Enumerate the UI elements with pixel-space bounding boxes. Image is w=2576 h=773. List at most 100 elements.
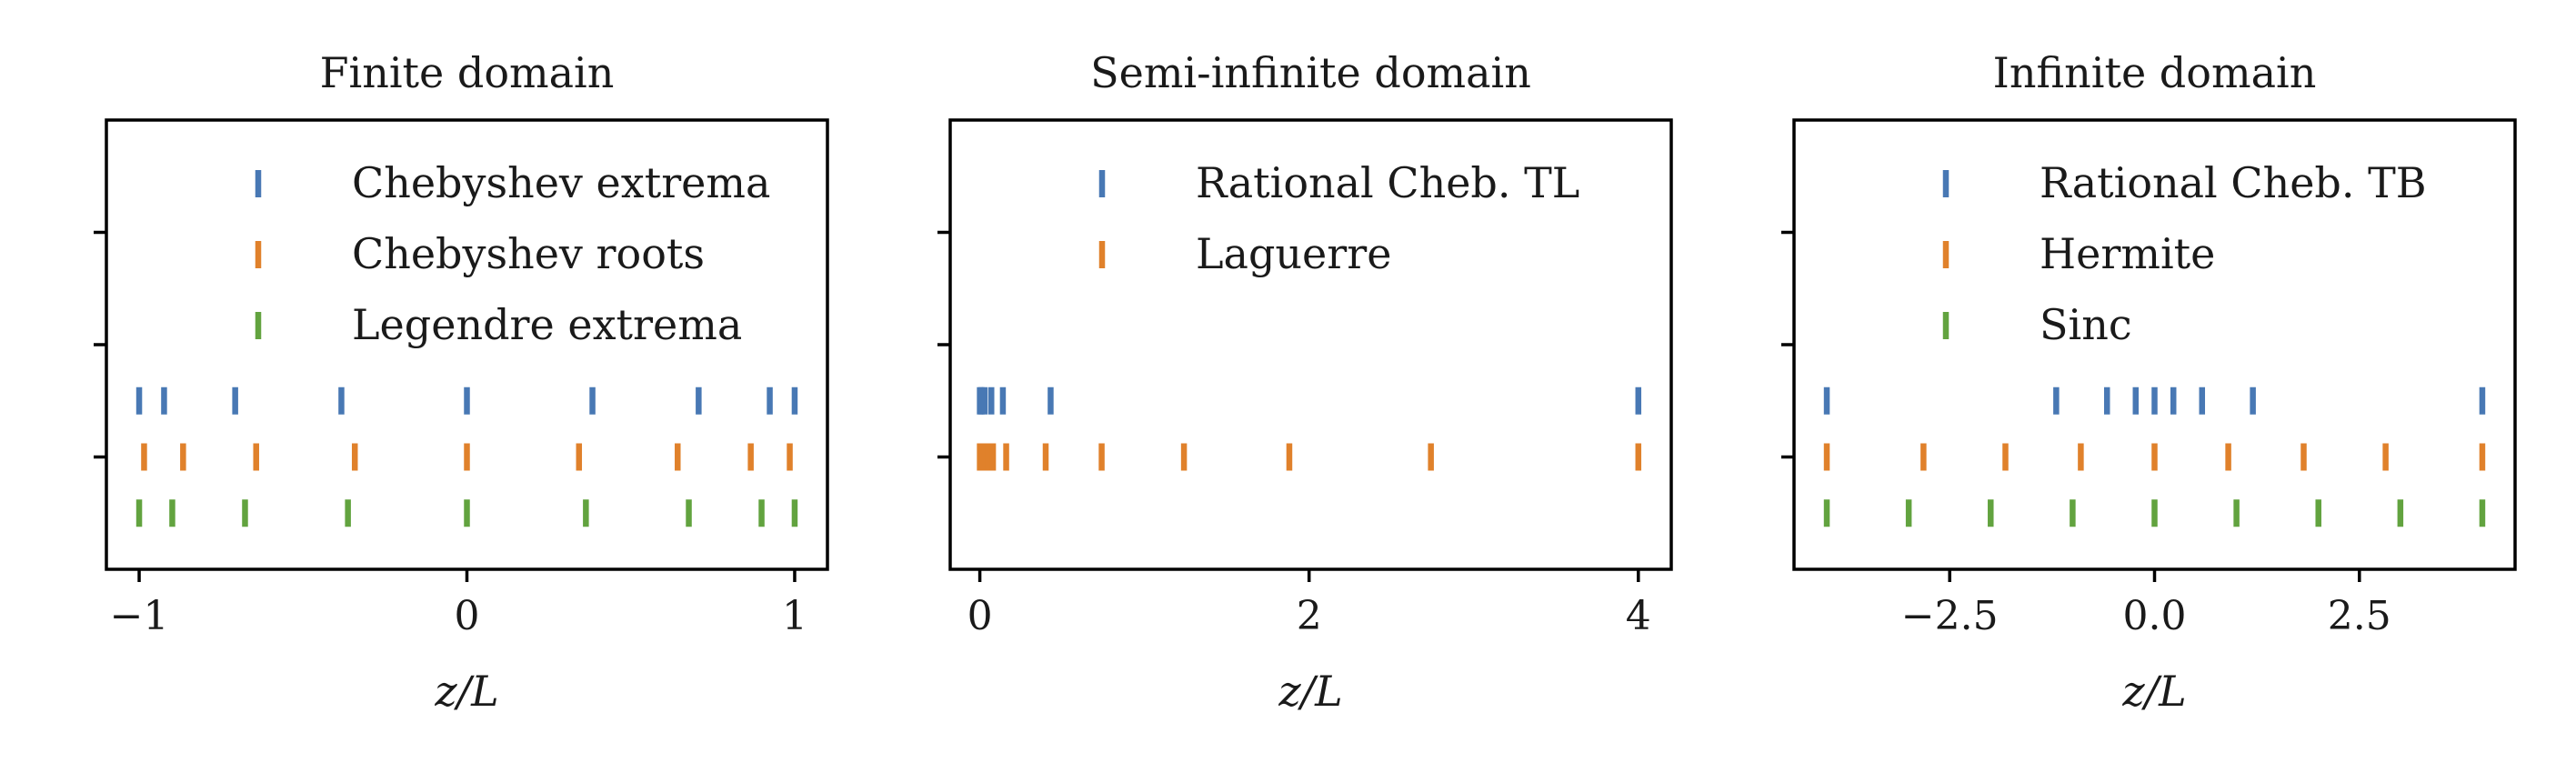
chart-panel-2: Semi-infinite domain 0 2 4 z/L Rational Cheb.…: [937, 48, 1673, 716]
data-mark-orange: [747, 443, 754, 471]
data-mark-orange: [1180, 443, 1188, 471]
data-mark-green: [791, 499, 798, 527]
data-mark-green: [2315, 499, 2321, 527]
data-mark-green: [464, 499, 470, 527]
data-mark-orange: [2479, 443, 2486, 471]
x-tick-label: 0.0: [2123, 593, 2187, 639]
data-mark-orange: [1428, 443, 1434, 471]
x-tick-label: 0: [967, 593, 993, 639]
data-mark-blue: [2151, 386, 2158, 415]
data-mark-orange: [675, 443, 681, 471]
data-mark-blue: [338, 386, 345, 415]
data-mark-green: [583, 499, 589, 527]
data-mark-green: [1988, 499, 1994, 527]
data-mark-blue: [589, 386, 596, 415]
x-tick-label: 4: [1626, 593, 1651, 639]
data-mark-green: [2070, 499, 2076, 527]
chart-panel-3: Infinite domain −2.5 0.0 2.5 z/L Rational Che…: [1781, 48, 2517, 716]
x-axis-label: z/L: [1278, 667, 1342, 716]
data-mark-blue: [791, 386, 798, 415]
data-mark-blue: [1823, 386, 1830, 415]
data-mark-orange: [1823, 443, 1830, 471]
panel-title: Finite domain: [320, 48, 615, 97]
data-mark-blue: [981, 386, 988, 415]
legend-marker-orange: [255, 241, 262, 268]
data-mark-green: [758, 499, 765, 527]
data-mark-blue: [2053, 386, 2060, 415]
data-mark-orange: [2225, 443, 2231, 471]
data-mark-green: [345, 499, 351, 527]
data-mark-orange: [2002, 443, 2009, 471]
data-mark-blue: [999, 386, 1007, 415]
data-mark-blue: [2479, 386, 2486, 415]
legend-label: Rational Cheb. TL: [1196, 158, 1579, 207]
data-mark-orange: [985, 443, 991, 471]
legend-marker-blue: [1942, 170, 1950, 197]
legend-marker-orange: [1942, 241, 1950, 268]
panel-title: Semi-infinite domain: [1090, 48, 1531, 97]
data-mark-blue: [1047, 386, 1054, 415]
data-mark-green: [135, 499, 143, 527]
data-mark-green: [242, 499, 248, 527]
x-tick-label: 2: [1297, 593, 1322, 639]
data-mark-blue: [696, 386, 702, 415]
legend-label: Sinc: [2040, 300, 2132, 349]
data-mark-orange: [1286, 443, 1293, 471]
data-mark-orange: [1042, 443, 1049, 471]
data-mark-orange: [2078, 443, 2084, 471]
data-mark-green: [1905, 499, 1912, 527]
x-axis-label: z/L: [434, 667, 498, 716]
data-mark-blue: [978, 386, 985, 415]
data-mark-blue: [232, 386, 238, 415]
data-mark-orange: [787, 443, 793, 471]
x-tick-label: 1: [782, 593, 807, 639]
data-mark-blue: [2170, 386, 2177, 415]
data-mark-orange: [2151, 443, 2158, 471]
data-mark-blue: [2132, 386, 2140, 415]
data-mark-blue: [161, 386, 167, 415]
data-mark-blue: [2103, 386, 2110, 415]
x-tick-label: −1: [110, 593, 169, 639]
data-mark-orange: [2382, 443, 2389, 471]
data-mark-orange: [2300, 443, 2307, 471]
data-mark-green: [169, 499, 175, 527]
data-mark-orange: [989, 443, 997, 471]
legend-marker-blue: [255, 170, 262, 197]
data-mark-blue: [464, 386, 470, 415]
data-mark-orange: [979, 443, 987, 471]
data-mark-green: [686, 499, 692, 527]
legend-marker-green: [255, 312, 262, 339]
legend-marker-orange: [1098, 241, 1106, 268]
axes-frame: [105, 118, 829, 571]
data-mark-blue: [2199, 386, 2206, 415]
legend-label: Chebyshev extrema: [352, 158, 770, 207]
legend-label: Chebyshev roots: [352, 229, 705, 278]
legend-label: Laguerre: [1196, 229, 1391, 278]
data-mark-orange: [1098, 443, 1105, 471]
data-mark-blue: [135, 386, 143, 415]
data-mark-orange: [464, 443, 470, 471]
data-mark-blue: [767, 386, 773, 415]
data-mark-orange: [253, 443, 259, 471]
data-mark-orange: [977, 443, 983, 471]
data-mark-green: [1823, 499, 1830, 527]
data-mark-orange: [576, 443, 583, 471]
x-axis-label: z/L: [2121, 667, 2186, 716]
data-mark-orange: [180, 443, 186, 471]
legend-marker-green: [1942, 312, 1950, 339]
data-mark-blue: [988, 386, 995, 415]
data-mark-orange: [1635, 443, 1642, 471]
data-mark-green: [2151, 499, 2158, 527]
x-tick-label: 0: [455, 593, 480, 639]
data-mark-green: [2397, 499, 2404, 527]
data-mark-green: [2479, 499, 2486, 527]
axes-frame: [1792, 118, 2517, 571]
chart-panel-1: Finite domain −1 0 1 z/L Chebyshev extrema Che…: [94, 48, 829, 716]
axes-frame: [948, 118, 1673, 571]
data-mark-orange: [351, 443, 358, 471]
legend-marker-blue: [1098, 170, 1106, 197]
legend-label: Rational Cheb. TB: [2040, 158, 2427, 207]
panel-title: Infinite domain: [1993, 48, 2317, 97]
data-mark-green: [2233, 499, 2240, 527]
